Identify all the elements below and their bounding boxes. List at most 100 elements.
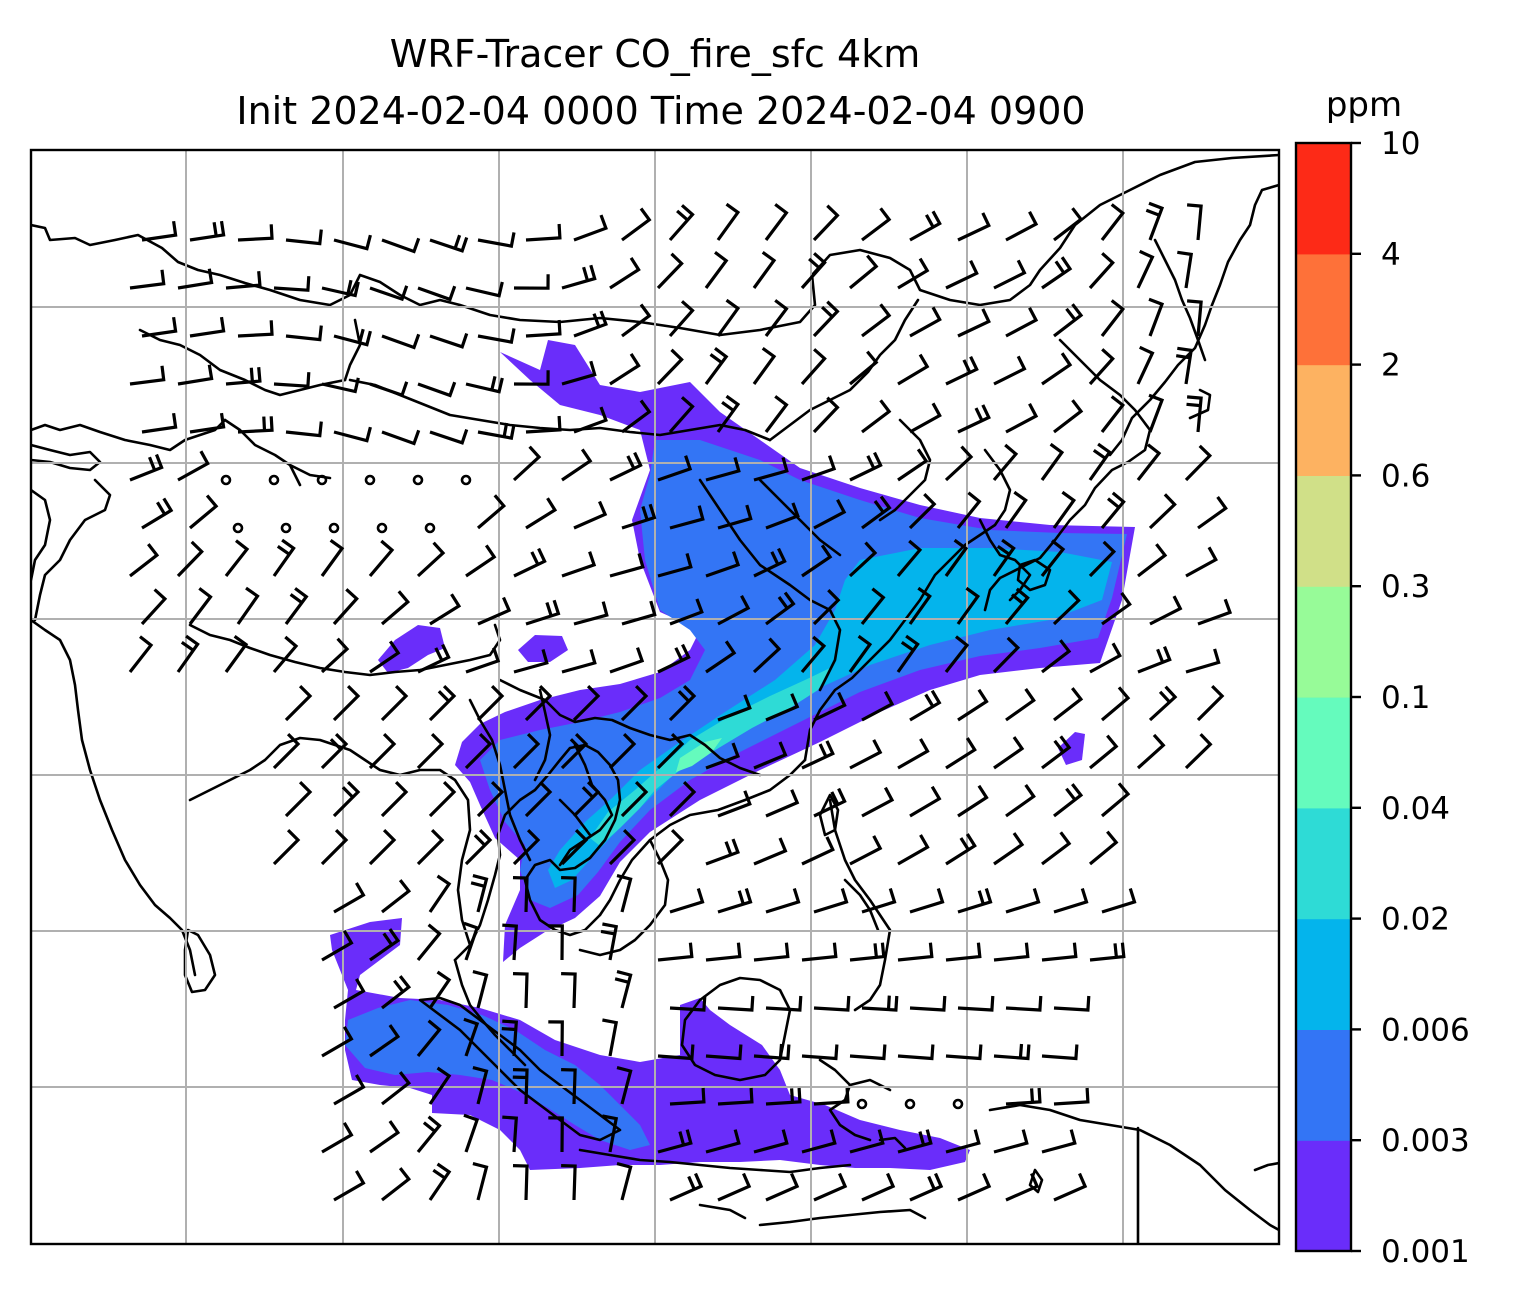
wind-barb [1101,888,1137,914]
wind-barb [956,491,982,530]
wind-barb [320,539,345,577]
wind-barb [656,252,684,290]
wind-barb [897,448,929,482]
wind-barb [573,214,608,242]
wind-barb [849,739,883,770]
colorbar-band [1296,1140,1351,1252]
wind-barb [332,780,361,818]
wind-barb [1137,646,1172,674]
wind-barb [860,587,886,626]
wind-barb [1052,589,1081,626]
wind-barb [608,732,637,770]
wind-barb [188,587,213,625]
wind-barb [753,1129,789,1154]
wind-barb [801,1044,839,1061]
wind-barb [945,260,979,290]
wind-barb [992,443,1019,482]
wind-barb [524,684,553,722]
coast-north-asia [31,153,1279,337]
wind-barb [1005,783,1036,818]
calm-wind-marker [424,522,436,534]
wind-barb [993,1043,1031,1061]
calm-markers [220,474,964,1110]
wind-barb [333,882,366,914]
wind-barb [897,738,930,770]
wind-barb [525,319,562,338]
wind-barb [333,328,372,347]
wind-barb [1148,685,1178,722]
wind-barb [717,1087,754,1106]
wind-barb [621,303,652,338]
wind-barb [1040,539,1066,577]
wind-barb [909,210,942,242]
wind-barb [897,353,930,386]
wind-barb [801,1129,837,1154]
wind-barb [1005,995,1043,1012]
wind-barb [764,395,789,433]
wind-barb [753,547,787,578]
wind-barb [1088,252,1115,290]
wind-barb [717,995,755,1012]
wind-barb [284,684,313,722]
wind-barb [561,551,597,578]
coast-australia-north [1253,1161,1279,1172]
wind-barb [224,635,249,673]
wind-barb [140,588,168,626]
wind-barb [513,370,550,386]
wind-barb [129,543,160,578]
wind-barb [573,601,609,626]
wind-barb [765,1087,802,1106]
wind-barb [1148,297,1165,337]
wind-barb [417,643,451,674]
calm-wind-marker [460,474,472,486]
wind-barb [752,251,777,289]
wind-barb [668,300,695,338]
wind-barb [1005,1087,1042,1106]
wind-barb [717,594,751,626]
wind-barbs [128,201,1233,1202]
wind-barb [1100,491,1126,530]
wind-barb [861,207,892,242]
wind-barb [1186,203,1203,241]
wind-barb [465,544,497,578]
border-central-asia [31,478,112,622]
wind-barb [945,356,979,386]
wind-barb [416,1115,442,1154]
wind-barb [513,648,549,674]
wind-barb [909,1172,944,1202]
coast-sumatra [418,996,622,1142]
wind-barb [1041,1044,1079,1061]
wind-barb [1088,830,1119,866]
wind-barb [812,588,841,626]
wind-barb [333,1170,366,1202]
calm-wind-marker [412,474,424,486]
wind-barb [477,422,516,440]
wind-barb [616,1066,633,1105]
wind-barb [369,381,409,398]
wind-barb [765,995,803,1012]
wind-barb [369,1024,401,1058]
wind-barb [993,259,1027,290]
wind-barb [656,828,685,866]
wind-barb [512,876,529,913]
calm-wind-marker [280,522,292,534]
wind-barb [765,789,800,818]
wind-barb [1041,1129,1077,1154]
wind-barb [1004,490,1028,529]
wind-barb [956,586,981,625]
wind-barb [669,1087,706,1106]
colorbar-tick-label: 10 [1381,126,1420,162]
wind-barb [705,456,741,482]
calm-wind-marker [856,1098,868,1110]
wind-barb [657,1044,695,1061]
wind-barb [616,874,633,913]
wind-barb [561,972,577,1009]
wind-barb [752,637,782,674]
wind-barb [1184,733,1213,770]
wind-barb [548,924,564,961]
wind-barb [765,888,801,914]
wind-barb [1186,299,1203,337]
colorbar-band [1296,253,1351,366]
wind-barb [381,429,421,446]
border-kazakh [138,328,347,397]
